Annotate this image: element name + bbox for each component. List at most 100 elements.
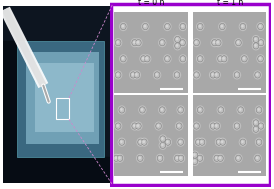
Circle shape xyxy=(196,105,204,115)
Circle shape xyxy=(132,123,138,129)
Circle shape xyxy=(157,155,163,161)
Circle shape xyxy=(256,54,265,63)
Circle shape xyxy=(176,123,182,129)
Polygon shape xyxy=(26,52,99,144)
Circle shape xyxy=(254,121,257,124)
Circle shape xyxy=(193,39,199,46)
Circle shape xyxy=(139,107,145,113)
Circle shape xyxy=(253,43,259,49)
Circle shape xyxy=(173,154,182,163)
Circle shape xyxy=(258,123,264,129)
Circle shape xyxy=(154,122,163,131)
Circle shape xyxy=(197,55,203,62)
Circle shape xyxy=(216,154,225,163)
Circle shape xyxy=(121,56,126,62)
Circle shape xyxy=(119,139,125,146)
Circle shape xyxy=(175,43,180,49)
Circle shape xyxy=(166,25,168,27)
Circle shape xyxy=(157,124,159,127)
Circle shape xyxy=(192,152,198,158)
Circle shape xyxy=(196,139,201,145)
Bar xyxy=(3,41,17,183)
Circle shape xyxy=(259,124,262,127)
Circle shape xyxy=(143,54,151,63)
Circle shape xyxy=(214,123,220,129)
Circle shape xyxy=(220,139,226,145)
Circle shape xyxy=(175,36,180,43)
Circle shape xyxy=(234,38,243,47)
Circle shape xyxy=(240,23,246,30)
Circle shape xyxy=(255,155,260,161)
Circle shape xyxy=(197,155,203,161)
Circle shape xyxy=(140,107,145,113)
Circle shape xyxy=(252,125,260,134)
Circle shape xyxy=(192,152,198,158)
Circle shape xyxy=(176,156,178,159)
Circle shape xyxy=(165,23,170,30)
Circle shape xyxy=(175,122,183,131)
Circle shape xyxy=(258,55,264,62)
Bar xyxy=(3,157,110,183)
Circle shape xyxy=(242,56,247,62)
Circle shape xyxy=(179,156,182,159)
Circle shape xyxy=(253,120,259,126)
Circle shape xyxy=(120,108,123,111)
Circle shape xyxy=(176,138,185,147)
Circle shape xyxy=(210,123,216,129)
Circle shape xyxy=(192,70,201,80)
Circle shape xyxy=(218,107,224,113)
Circle shape xyxy=(138,139,144,146)
Circle shape xyxy=(257,122,265,131)
Circle shape xyxy=(210,38,219,47)
Circle shape xyxy=(156,123,161,129)
Circle shape xyxy=(210,72,216,78)
Circle shape xyxy=(256,156,258,159)
Circle shape xyxy=(180,55,186,62)
Circle shape xyxy=(140,138,149,147)
Circle shape xyxy=(160,142,166,149)
Circle shape xyxy=(217,140,220,143)
Circle shape xyxy=(135,123,141,129)
Circle shape xyxy=(236,105,245,115)
Circle shape xyxy=(178,155,184,162)
Circle shape xyxy=(175,73,178,76)
Circle shape xyxy=(219,156,221,159)
Circle shape xyxy=(197,23,203,30)
Circle shape xyxy=(144,56,150,62)
Circle shape xyxy=(130,72,136,78)
Circle shape xyxy=(240,139,246,146)
Circle shape xyxy=(257,38,265,47)
Circle shape xyxy=(213,154,221,163)
Circle shape xyxy=(160,136,165,142)
Circle shape xyxy=(217,155,224,162)
Circle shape xyxy=(252,41,260,50)
Circle shape xyxy=(236,155,241,161)
Circle shape xyxy=(252,118,260,127)
Circle shape xyxy=(259,25,261,27)
Circle shape xyxy=(213,70,221,80)
Circle shape xyxy=(194,40,199,46)
Circle shape xyxy=(122,57,124,60)
Circle shape xyxy=(135,39,141,46)
Circle shape xyxy=(259,41,262,44)
Text: t = 1 h: t = 1 h xyxy=(216,0,243,7)
Circle shape xyxy=(199,25,201,27)
Circle shape xyxy=(253,36,259,43)
Circle shape xyxy=(253,36,259,43)
Circle shape xyxy=(141,22,150,31)
Circle shape xyxy=(144,25,146,27)
Circle shape xyxy=(176,44,178,47)
Circle shape xyxy=(133,41,136,44)
Circle shape xyxy=(195,73,197,76)
Circle shape xyxy=(178,155,184,161)
Circle shape xyxy=(156,154,164,163)
Circle shape xyxy=(174,72,180,78)
Circle shape xyxy=(253,126,259,133)
Polygon shape xyxy=(35,63,93,132)
Circle shape xyxy=(256,139,262,145)
Circle shape xyxy=(235,39,242,46)
Circle shape xyxy=(254,44,257,47)
Circle shape xyxy=(164,23,170,30)
Circle shape xyxy=(254,127,257,130)
Circle shape xyxy=(212,73,214,76)
